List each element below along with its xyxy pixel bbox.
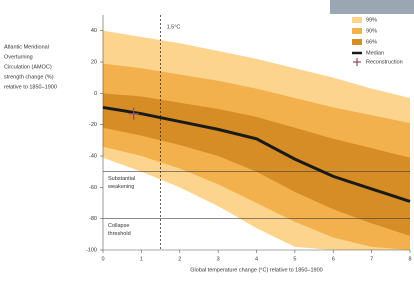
x-tick-label: 5 [293, 256, 296, 262]
y-axis-label: strength change (%) [4, 74, 54, 80]
legend-swatch [352, 28, 362, 34]
y-axis-label: Overturning [4, 54, 33, 60]
y-tick-label: 40 [91, 28, 97, 34]
threshold-label: threshold [108, 231, 131, 237]
x-tick-label: 0 [101, 256, 104, 262]
legend-swatch [352, 39, 362, 45]
legend-swatch [352, 17, 362, 23]
x-tick-label: 3 [217, 256, 220, 262]
y-tick-label: -60 [89, 185, 97, 191]
chart: -100 -80 -60 -40 -20 0 20 40 0 1 2 3 4 5 6 7 8 Atlantic M… [0, 0, 414, 282]
threshold-label: Substantial [108, 176, 135, 182]
y-tick-label: 0 [94, 91, 97, 97]
warming-label: 1.5°C [167, 24, 181, 30]
y-axis-label: relative to 1850–1900 [4, 84, 57, 90]
threshold-label: Collapse [108, 223, 129, 229]
legend-label: 99% [366, 17, 377, 23]
x-tick-label: 2 [178, 256, 181, 262]
photo-edge [330, 0, 414, 14]
x-tick-label: 4 [255, 256, 258, 262]
legend-label: 90% [366, 28, 377, 34]
x-tick-label: 1 [140, 256, 143, 262]
y-tick-label: -40 [89, 153, 97, 159]
x-tick-label: 6 [332, 256, 335, 262]
legend-label: Median [366, 50, 384, 56]
y-axis-label: Circulation (AMOC) [4, 64, 52, 70]
y-tick-label: 20 [91, 59, 97, 65]
threshold-label: weakening [107, 184, 134, 190]
x-tick-label: 7 [370, 256, 373, 262]
x-tick-label: 8 [408, 256, 411, 262]
x-axis-label: Global temperature change (°C) relative … [190, 267, 322, 273]
y-tick-label: -80 [89, 216, 97, 222]
legend-label: 66% [366, 39, 377, 45]
legend-label: Reconstruction [366, 59, 403, 65]
y-tick-label: -20 [89, 122, 97, 128]
y-axis-label: Atlantic Meridional [4, 44, 49, 50]
y-tick-label: -100 [86, 247, 97, 253]
